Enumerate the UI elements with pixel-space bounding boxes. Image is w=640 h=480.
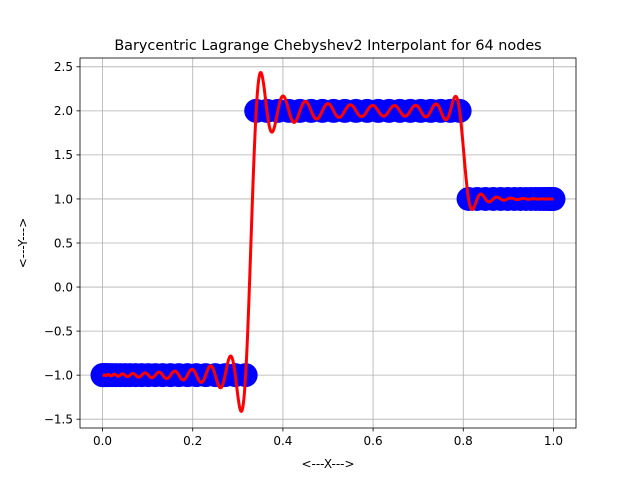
x-tick-label: 0.4 [273,434,292,448]
x-tick-label: 0.0 [93,434,112,448]
y-tick-label: 2.0 [54,104,73,118]
x-tick-label: 0.6 [364,434,383,448]
y-tick-label: −1.5 [44,412,73,426]
interpolant-line [101,71,555,413]
y-tick-label: −1.0 [44,368,73,382]
y-tick-label: 0.5 [54,236,73,250]
y-tick-label: 0.0 [54,280,73,294]
node-marker [541,186,566,211]
y-axis-ticks: −1.5 −1.0 −0.5 0.0 0.5 1.0 1.5 2.0 2.5 [44,60,80,426]
plot-area [90,71,566,413]
x-tick-label: 0.8 [454,434,473,448]
x-tick-label: 0.2 [183,434,202,448]
chart-title: Barycentric Lagrange Chebyshev2 Interpol… [114,38,541,54]
x-tick-label: 1.0 [544,434,563,448]
y-tick-label: 1.0 [54,192,73,206]
y-tick-label: −0.5 [44,324,73,338]
y-tick-label: 2.5 [54,60,73,74]
y-tick-label: 1.5 [54,148,73,162]
y-axis-label: <---Y---> [16,218,30,269]
interpolant-line-group [101,71,555,413]
x-axis-label: <---X---> [301,457,354,471]
x-axis-ticks: 0.0 0.2 0.4 0.6 0.8 1.0 [93,428,563,448]
